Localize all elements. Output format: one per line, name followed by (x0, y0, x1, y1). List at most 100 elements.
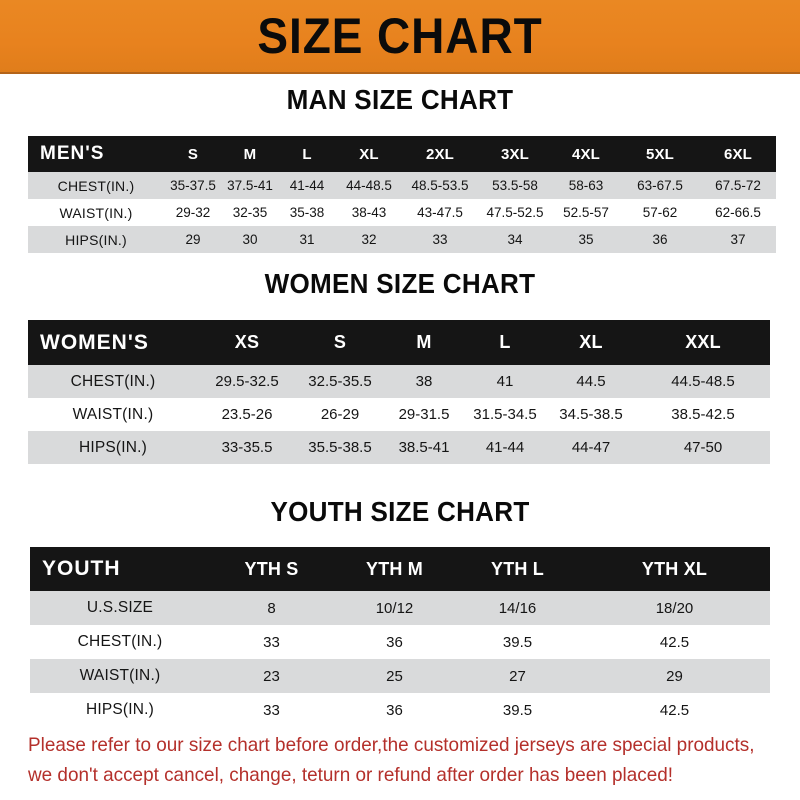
measurement-row-label: WAIST(IN.) (72, 405, 154, 423)
measurement-cell: 67.5-72 (715, 178, 761, 193)
measurement-cell: 47.5-52.5 (486, 205, 544, 220)
table-row: CHEST(IN.) 29.5-32.5 32.5-35.5 38 41 44.5 44.5… (28, 365, 770, 398)
measurement-row-label: CHEST(IN.) (57, 177, 135, 194)
page-banner: SIZE CHART (0, 0, 800, 74)
youth-table-body: U.S.SIZE 8 10/12 14/16 18/20 CHEST(IN.) 33 36 39… (30, 591, 770, 727)
table-header-row: YOUTH YTH S YTH M YTH L YTH XL (30, 547, 770, 591)
measurement-cell: 32-35 (232, 205, 268, 220)
measurement-cell: 34.5-38.5 (559, 406, 623, 423)
measurement-cell: 48.5-53.5 (411, 178, 469, 193)
order-policy-note: Please refer to our size chart before or… (28, 730, 757, 790)
measurement-cell: 41-44 (289, 178, 325, 193)
women-size-table: WOMEN'S XS S M L XL XXL CHEST(IN.) 29.5-32.5 32.… (28, 320, 770, 464)
measurement-cell: 29.5-32.5 (215, 373, 279, 390)
table-row: CHEST(IN.) 33 36 39.5 42.5 (30, 625, 770, 659)
youth-row-header-label: YOUTH (42, 557, 121, 580)
measurement-cell: 10/12 (375, 599, 414, 617)
youth-table-header: YOUTH YTH S YTH M YTH L YTH XL (30, 547, 770, 591)
measurement-cell: 38.5-42.5 (671, 406, 735, 423)
man-size-column-header: 4XL (571, 145, 601, 163)
man-row-header-label: MEN'S (40, 143, 105, 164)
measurement-cell: 42.5 (659, 633, 690, 651)
measurement-row-label: CHEST(IN.) (77, 633, 163, 650)
measurement-cell: 37 (730, 232, 746, 247)
women-row-header-label: WOMEN'S (40, 330, 149, 354)
measurement-row-label: HIPS(IN.) (65, 231, 127, 248)
measurement-row-label: WAIST(IN.) (79, 667, 161, 684)
women-section-heading: WOMEN SIZE CHART (264, 268, 536, 299)
man-section-heading: MAN SIZE CHART (286, 84, 514, 115)
measurement-row-label: HIPS(IN.) (85, 701, 155, 718)
man-size-column-header: XL (359, 145, 379, 163)
measurement-cell: 35 (578, 232, 594, 247)
measurement-cell: 33 (263, 633, 280, 651)
table-row: HIPS(IN.) 29 30 31 32 33 34 35 36 37 (28, 226, 776, 253)
measurement-cell: 35-38 (289, 205, 325, 220)
measurement-cell: 44-48.5 (346, 178, 392, 193)
measurement-cell: 35.5-38.5 (308, 439, 372, 456)
man-size-column-header: S (187, 145, 199, 163)
measurement-cell: 43-47.5 (417, 205, 463, 220)
measurement-row-label: WAIST(IN.) (59, 204, 133, 221)
women-size-column-header: XXL (685, 332, 721, 352)
measurement-cell: 53.5-58 (492, 178, 538, 193)
measurement-cell: 31.5-34.5 (473, 406, 537, 423)
measurement-row-label: U.S.SIZE (86, 599, 154, 616)
measurement-cell: 37.5-41 (227, 178, 273, 193)
measurement-cell: 44-47 (571, 439, 611, 456)
measurement-cell: 38-43 (351, 205, 387, 220)
measurement-cell: 36 (652, 232, 668, 247)
table-row: HIPS(IN.) 33 36 39.5 42.5 (30, 693, 770, 727)
order-policy-line-2: we don't accept cancel, change, teturn o… (28, 764, 674, 786)
measurement-cell: 41-44 (485, 439, 525, 456)
measurement-cell: 57-62 (642, 205, 678, 220)
youth-size-column-header: YTH L (491, 558, 544, 579)
measurement-cell: 29 (185, 232, 201, 247)
table-header-row: MEN'S S M L XL 2XL 3XL 4XL 5XL 6XL (28, 136, 776, 172)
measurement-cell: 34 (507, 232, 523, 247)
man-size-column-header: 6XL (723, 145, 753, 163)
measurement-cell: 58-63 (568, 178, 604, 193)
youth-size-column-header: YTH M (366, 558, 423, 579)
table-row: CHEST(IN.) 35-37.5 37.5-41 41-44 44-48.5 48.5… (28, 172, 776, 199)
measurement-cell: 36 (386, 633, 403, 651)
women-size-column-header: S (333, 332, 347, 352)
measurement-cell: 52.5-57 (563, 205, 609, 220)
man-table-header: MEN'S S M L XL 2XL 3XL 4XL 5XL 6XL (28, 136, 776, 172)
man-size-column-header: 3XL (500, 145, 530, 163)
youth-size-table: YOUTH YTH S YTH M YTH L YTH XL U.S.SIZE 8 10/1… (30, 547, 770, 727)
measurement-cell: 38.5-41 (398, 439, 450, 456)
measurement-row-label: CHEST(IN.) (70, 372, 156, 390)
measurement-cell: 25 (386, 667, 403, 685)
measurement-cell: 30 (242, 232, 258, 247)
women-size-column-header: L (499, 332, 511, 352)
measurement-cell: 44.5 (576, 373, 606, 390)
man-size-column-header: 2XL (425, 145, 455, 163)
measurement-cell: 47-50 (683, 439, 723, 456)
measurement-cell: 44.5-48.5 (671, 373, 735, 390)
measurement-cell: 18/20 (655, 599, 694, 617)
man-size-column-header: M (243, 145, 257, 163)
measurement-cell: 41 (496, 373, 514, 390)
table-row: WAIST(IN.) 29-32 32-35 35-38 38-43 43-47.5 47.… (28, 199, 776, 226)
measurement-cell: 23 (263, 667, 280, 685)
youth-size-column-header: YTH S (244, 558, 299, 579)
measurement-cell: 38 (415, 373, 433, 390)
measurement-cell: 23.5-26 (221, 406, 273, 423)
measurement-cell: 32.5-35.5 (308, 373, 372, 390)
women-table-header: WOMEN'S XS S M L XL XXL (28, 320, 770, 365)
measurement-cell: 33 (263, 701, 280, 719)
measurement-cell: 27 (509, 667, 526, 685)
table-row: U.S.SIZE 8 10/12 14/16 18/20 (30, 591, 770, 625)
women-table-body: CHEST(IN.) 29.5-32.5 32.5-35.5 38 41 44.5 44.5… (28, 365, 770, 464)
measurement-cell: 32 (361, 232, 377, 247)
man-size-column-header: L (302, 145, 312, 163)
women-size-column-header: M (416, 332, 432, 352)
man-size-table: MEN'S S M L XL 2XL 3XL 4XL 5XL 6XL CHEST(IN.) 35-3… (28, 136, 776, 253)
measurement-cell: 26-29 (320, 406, 360, 423)
measurement-row-label: HIPS(IN.) (78, 438, 148, 456)
women-size-column-header: XL (579, 332, 603, 352)
man-table-body: CHEST(IN.) 35-37.5 37.5-41 41-44 44-48.5 48.5… (28, 172, 776, 253)
measurement-cell: 35-37.5 (170, 178, 216, 193)
page-title: SIZE CHART (257, 8, 543, 64)
